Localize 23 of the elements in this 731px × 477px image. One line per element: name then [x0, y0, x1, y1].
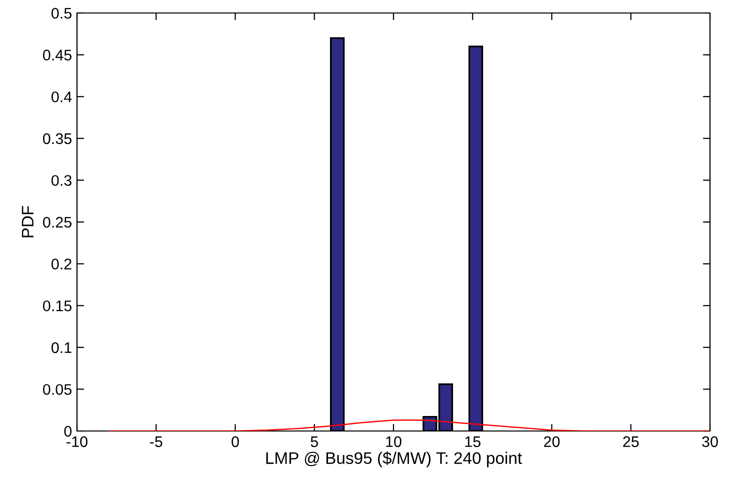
y-tick-label: 0.5	[52, 8, 72, 19]
x-tick-label: 5	[310, 436, 318, 448]
x-tick-label: 25	[623, 436, 639, 448]
x-tick-label: 0	[232, 436, 239, 448]
y-tick-label: 0	[64, 426, 72, 437]
x-tick-label: 15	[465, 436, 480, 448]
y-tick-label: 0.1	[52, 342, 72, 354]
y-tick-label: 0.45	[43, 50, 72, 60]
y-tick-label: 0.2	[52, 258, 72, 270]
line-series	[108, 420, 710, 431]
x-tick-label: -10	[66, 436, 88, 448]
x-tick-label: -5	[150, 436, 162, 448]
y-tick-label: 0.25	[43, 216, 72, 228]
x-axis-title: LMP @ Bus95 ($/MW) T: 240 point	[266, 451, 522, 468]
y-tick-label: 0.05	[43, 384, 72, 395]
x-tick-label: 30	[702, 436, 718, 448]
x-tick-label: 10	[386, 436, 402, 448]
y-tick-label: 0.15	[43, 300, 72, 312]
y-tick-label: 0.3	[52, 175, 72, 186]
y-tick-label: 0.35	[43, 133, 72, 144]
x-tick-label: 20	[544, 436, 560, 448]
y-tick-label: 0.4	[52, 91, 72, 102]
y-axis-title: PDF	[22, 206, 34, 238]
